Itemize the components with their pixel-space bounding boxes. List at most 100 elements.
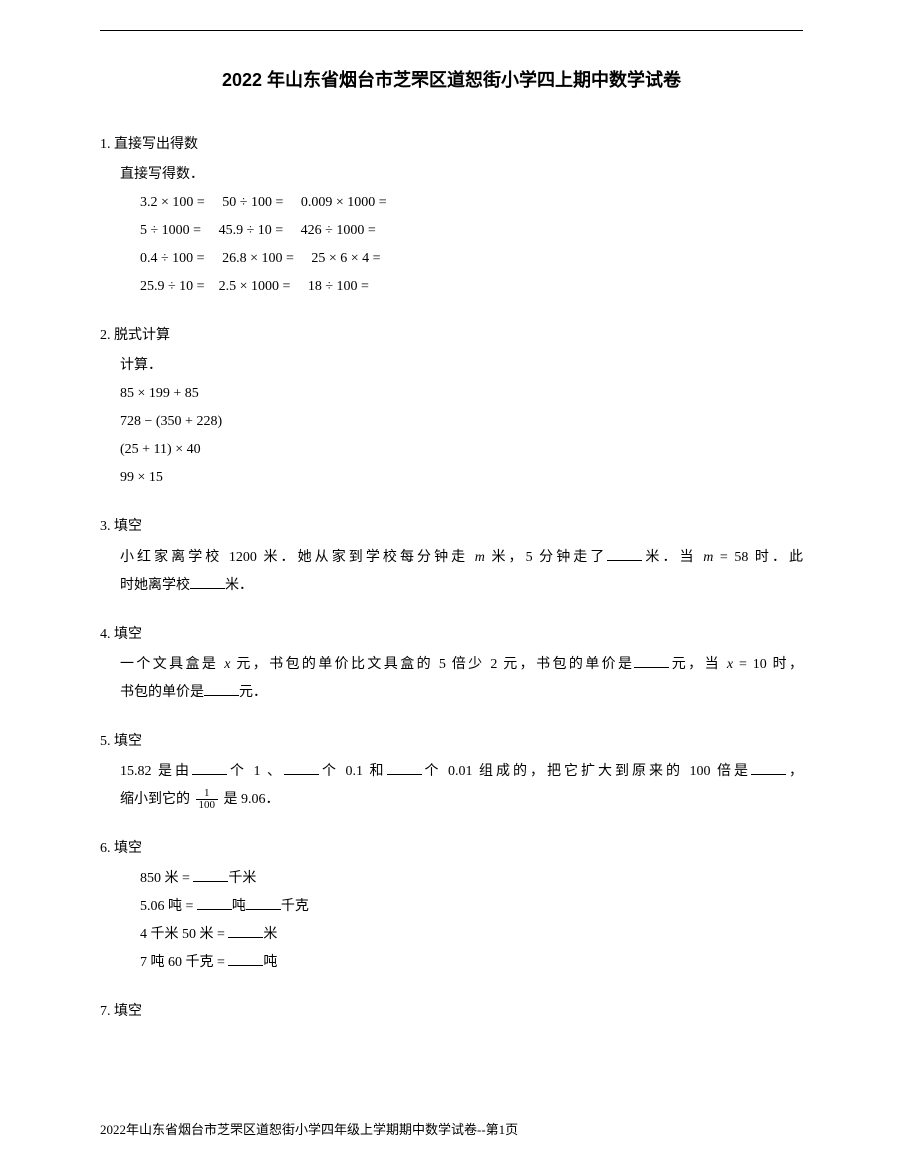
question-number: 2. (100, 328, 111, 343)
text-segment: 15.82 是由 (120, 764, 192, 779)
fill-blank (204, 682, 239, 696)
math-row: 99 × 15 (120, 464, 803, 492)
question-2: 2. 脱式计算 计算． 85 × 199 + 85 728 − (350 + 2… (100, 323, 803, 492)
question-number: 6. (100, 841, 111, 856)
fill-blank (387, 761, 422, 775)
unit-line: 850 米 = 千米 (140, 865, 803, 893)
question-6: 6. 填空 850 米 = 千米 5.06 吨 = 吨 千克 4 千米 50 米 … (100, 836, 803, 977)
fill-blank (634, 654, 669, 668)
text-segment: = 58 (713, 550, 748, 565)
math-block: 85 × 199 + 85 728 − (350 + 228) (25 + 11… (120, 380, 803, 492)
math-row: 25.9 ÷ 10 = 2.5 × 1000 = 18 ÷ 100 = (140, 273, 803, 301)
text-segment: 书包的单价是 (120, 685, 204, 700)
question-header: 4. 填空 (100, 622, 803, 647)
question-header: 2. 脱式计算 (100, 323, 803, 348)
question-7: 7. 填空 (100, 999, 803, 1024)
question-label: 填空 (114, 734, 142, 749)
text-segment: 个 0.1 和 (319, 764, 387, 779)
fill-line: 小红家离学校 1200 米．她从家到学校每分钟走 m 米，5 分钟走了 米．当 m… (120, 544, 803, 572)
text-segment: 千克 (281, 899, 309, 914)
unit-line: 4 千米 50 米 = 米 (140, 921, 803, 949)
math-row: 0.4 ÷ 100 = 26.8 × 100 = 25 × 6 × 4 = (140, 245, 803, 273)
variable: m (703, 550, 713, 565)
question-number: 7. (100, 1004, 111, 1019)
page-container: 2022 年山东省烟台市芝罘区道恕街小学四上期中数学试卷 1. 直接写出得数 直… (0, 0, 903, 1024)
text-segment: 7 吨 60 千克 = (140, 955, 228, 970)
text-segment: 个 0.01 组成的，把它扩大到原来的 100 倍是 (422, 764, 752, 779)
page-title: 2022 年山东省烟台市芝罘区道恕街小学四上期中数学试卷 (100, 66, 803, 92)
text-segment: 米 (263, 927, 277, 942)
question-5: 5. 填空 15.82 是由 个 1 、 个 0.1 和 个 0.01 组成的，把它扩… (100, 729, 803, 814)
question-header: 5. 填空 (100, 729, 803, 754)
variable: m (475, 550, 485, 565)
question-content: 850 米 = 千米 5.06 吨 = 吨 千克 4 千米 50 米 = 米 7 … (100, 865, 803, 977)
text-segment: 千米 (228, 871, 256, 886)
fill-blank (228, 924, 263, 938)
math-row: (25 + 11) × 40 (120, 436, 803, 464)
text-segment: 4 千米 50 米 = (140, 927, 228, 942)
text-segment: 时， (767, 657, 803, 672)
question-content: 15.82 是由 个 1 、 个 0.1 和 个 0.01 组成的，把它扩大到原来的 … (100, 758, 803, 814)
question-header: 6. 填空 (100, 836, 803, 861)
fill-blank (284, 761, 319, 775)
text-segment: 5.06 吨 = (140, 899, 197, 914)
text-segment: 时．此 (748, 550, 803, 565)
question-content: 直接写得数． 3.2 × 100 = 50 ÷ 100 = 0.009 × 10… (100, 161, 803, 301)
text-segment: 时她离学校 (120, 578, 190, 593)
question-content: 计算． 85 × 199 + 85 728 − (350 + 228) (25 … (100, 352, 803, 492)
question-number: 5. (100, 734, 111, 749)
fill-blank (751, 761, 786, 775)
text-segment: 850 米 = (140, 871, 193, 886)
text-segment: 元． (239, 685, 267, 700)
question-label: 填空 (114, 1004, 142, 1019)
text-segment: 米，5 分钟走了 (485, 550, 607, 565)
denominator: 100 (196, 800, 219, 811)
question-4: 4. 填空 一个文具盒是 x 元，书包的单价比文具盒的 5 倍少 2 元，书包的… (100, 622, 803, 707)
header-line (100, 30, 803, 31)
text-segment: = 10 (733, 657, 767, 672)
text-segment: 是 9.06． (220, 792, 280, 807)
text-segment: 缩小到它的 (120, 792, 194, 807)
math-block: 3.2 × 100 = 50 ÷ 100 = 0.009 × 1000 = 5 … (120, 189, 803, 301)
unit-block: 850 米 = 千米 5.06 吨 = 吨 千克 4 千米 50 米 = 米 7 … (120, 865, 803, 977)
question-label: 脱式计算 (114, 328, 170, 343)
fill-line: 书包的单价是 元． (120, 679, 803, 707)
fill-blank (228, 952, 263, 966)
question-label: 填空 (114, 519, 142, 534)
fill-blank (197, 896, 232, 910)
text-segment: 米． (225, 578, 253, 593)
text-segment: ， (786, 764, 803, 779)
text-segment: 个 1 、 (227, 764, 284, 779)
fill-line: 15.82 是由 个 1 、 个 0.1 和 个 0.01 组成的，把它扩大到原来的 … (120, 758, 803, 786)
question-3: 3. 填空 小红家离学校 1200 米．她从家到学校每分钟走 m 米，5 分钟走… (100, 514, 803, 599)
fill-line: 时她离学校 米． (120, 572, 803, 600)
fraction: 1100 (196, 788, 219, 811)
question-label: 直接写出得数 (114, 137, 198, 152)
math-row: 5 ÷ 1000 = 45.9 ÷ 10 = 426 ÷ 1000 = (140, 217, 803, 245)
text-segment: 吨 (263, 955, 277, 970)
math-row: 3.2 × 100 = 50 ÷ 100 = 0.009 × 1000 = (140, 189, 803, 217)
unit-line: 7 吨 60 千克 = 吨 (140, 949, 803, 977)
question-number: 4. (100, 627, 111, 642)
fill-blank (246, 896, 281, 910)
question-header: 7. 填空 (100, 999, 803, 1024)
question-1: 1. 直接写出得数 直接写得数． 3.2 × 100 = 50 ÷ 100 = … (100, 132, 803, 301)
fill-blank (607, 547, 642, 561)
question-number: 3. (100, 519, 111, 534)
question-number: 1. (100, 137, 111, 152)
question-content: 小红家离学校 1200 米．她从家到学校每分钟走 m 米，5 分钟走了 米．当 m… (100, 544, 803, 600)
text-segment: 元，书包的单价比文具盒的 5 倍少 2 元，书包的单价是 (230, 657, 634, 672)
text-segment: 米．当 (642, 550, 703, 565)
question-label: 填空 (114, 841, 142, 856)
text-segment: 小红家离学校 1200 米．她从家到学校每分钟走 (120, 550, 475, 565)
question-header: 1. 直接写出得数 (100, 132, 803, 157)
fill-blank (193, 868, 228, 882)
fill-line: 一个文具盒是 x 元，书包的单价比文具盒的 5 倍少 2 元，书包的单价是元，当… (120, 651, 803, 679)
text-segment: 一个文具盒是 (120, 657, 224, 672)
fill-blank (190, 575, 225, 589)
question-header: 3. 填空 (100, 514, 803, 539)
math-row: 728 − (350 + 228) (120, 408, 803, 436)
page-footer: 2022年山东省烟台市芝罘区道恕街小学四年级上学期期中数学试卷--第1页 (100, 1119, 518, 1138)
text-segment: 吨 (232, 899, 246, 914)
fill-line: 缩小到它的 1100 是 9.06． (120, 786, 803, 814)
